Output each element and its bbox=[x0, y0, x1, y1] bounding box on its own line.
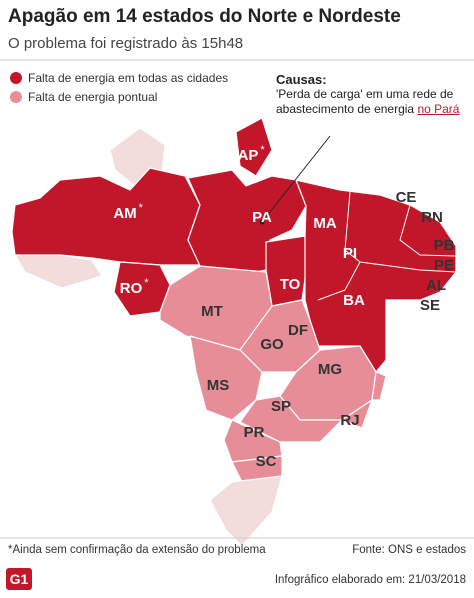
map bbox=[11, 117, 457, 547]
state-label: RN bbox=[421, 209, 443, 226]
subtitle: O problema foi registrado às 15h48 bbox=[8, 35, 243, 52]
state-label: RJ bbox=[340, 412, 359, 429]
legend-swatch bbox=[10, 72, 22, 84]
border bbox=[399, 204, 457, 257]
source: Fonte: ONS e estados bbox=[352, 544, 466, 556]
legend-swatch bbox=[10, 91, 22, 103]
state-shape bbox=[265, 235, 307, 307]
state-label: MT bbox=[201, 303, 223, 320]
state-shape bbox=[11, 167, 201, 266]
leader-dot bbox=[259, 219, 265, 225]
state-label: MG bbox=[318, 361, 342, 378]
state-marker: * bbox=[139, 202, 144, 214]
border bbox=[359, 261, 457, 273]
footnote: *Ainda sem confirmação da extensão do pr… bbox=[8, 544, 266, 556]
causes-highlight: no Pará bbox=[417, 102, 460, 116]
state-shape bbox=[371, 371, 387, 401]
state-label: RO bbox=[120, 280, 143, 297]
state-label: PI bbox=[343, 245, 357, 262]
state-shape bbox=[209, 475, 283, 547]
state-shape bbox=[341, 399, 373, 429]
state-shape bbox=[239, 299, 321, 373]
state-label: MA bbox=[313, 215, 336, 232]
causes-text: 'Perda de carga' em uma rede de abasteci… bbox=[276, 87, 454, 116]
leader-line bbox=[261, 135, 331, 223]
title: Apagão em 14 estados do Norte e Nordeste bbox=[8, 6, 401, 27]
state-label: BA bbox=[343, 292, 365, 309]
state-shape bbox=[235, 117, 273, 177]
credit: Infográfico elaborado em: 21/03/2018 bbox=[275, 574, 466, 586]
state-label: CE bbox=[396, 189, 417, 206]
state-label: PE bbox=[434, 257, 454, 274]
state-marker: * bbox=[144, 277, 149, 289]
legend-label: Falta de energia pontual bbox=[28, 90, 157, 104]
causes-box: Causas: 'Perda de carga' em uma rede de … bbox=[276, 72, 466, 117]
state-label: SP bbox=[271, 398, 291, 415]
state-shape bbox=[239, 395, 343, 443]
state-label: MS bbox=[207, 377, 230, 394]
state-label: TO bbox=[280, 276, 301, 293]
state-label: AL bbox=[426, 277, 446, 294]
state-label: AM bbox=[113, 205, 136, 222]
state-label: AP bbox=[238, 147, 259, 164]
state-label: PA bbox=[252, 209, 272, 226]
legend-label: Falta de energia em todas as cidades bbox=[28, 71, 228, 85]
state-label: GO bbox=[260, 336, 284, 353]
causes-title: Causas: bbox=[276, 72, 327, 87]
state-shape bbox=[189, 335, 263, 421]
state-label: SC bbox=[256, 453, 277, 470]
state-label: SE bbox=[420, 297, 440, 314]
logo: G1 bbox=[10, 571, 29, 587]
state-label: PR bbox=[244, 424, 265, 441]
state-label: DF bbox=[288, 322, 308, 339]
state-shape bbox=[187, 169, 307, 276]
state-label: PB bbox=[434, 237, 455, 254]
state-shape bbox=[14, 254, 103, 289]
logo-box bbox=[6, 568, 32, 590]
state-marker: * bbox=[260, 144, 265, 156]
